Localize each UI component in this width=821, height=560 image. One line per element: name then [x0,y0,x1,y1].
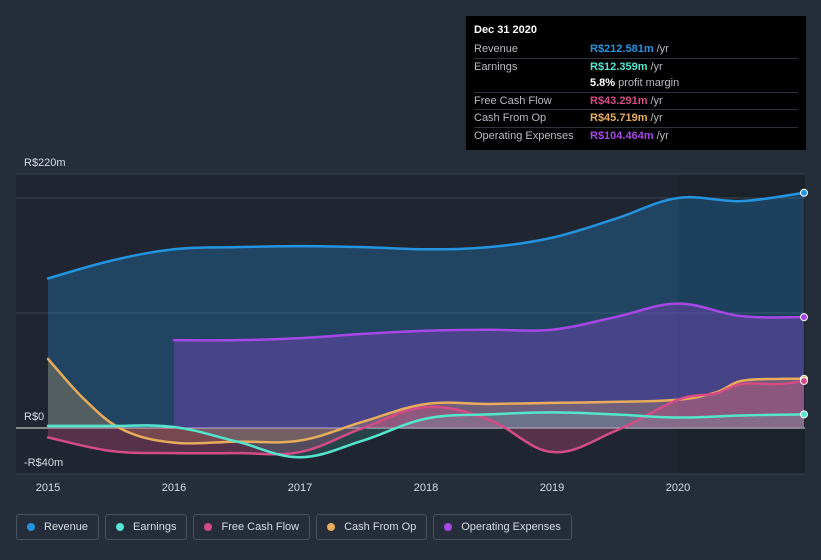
endpoint-revenue [800,188,808,197]
legend-dot-icon [116,523,125,531]
chart-areas [16,173,805,475]
tooltip-row: Free Cash Flow R$43.291m/yr [474,91,798,110]
tooltip-value: R$212.581m [590,43,654,56]
area-earnings [48,412,804,458]
line-operating-expenses [172,302,806,342]
financial-chart: R$220m R$0 -R$40m 2015 2016 2017 2018 2019 2020 [16,157,808,494]
tooltip-row: Earnings R$12.359m/yr [474,57,798,76]
legend-item-operating-expenses[interactable]: Operating Expenses [433,514,572,540]
tooltip-label: Free Cash Flow [474,94,552,107]
endpoint-free-cash-flow [800,376,808,385]
chart-legend: Revenue Earnings Free Cash Flow Cash From O… [16,514,572,540]
highlight-region [678,174,805,474]
x-tick-2016: 2016 [162,482,186,494]
tooltip-value: R$12.359m [590,60,648,73]
line-cash-from-op [46,357,806,445]
tooltip-unit: /yr [650,94,663,107]
y-label-bottom: -R$40m [24,457,63,469]
tooltip-unit: /yr [656,43,669,56]
area-operating-expenses [174,303,804,428]
y-label-zero: R$0 [24,411,44,423]
chart-axis-labels: R$220m R$0 -R$40m 2015 2016 2017 2018 2019 2020 [24,157,690,494]
line-free-cash-flow [46,379,806,456]
tooltip-unit: profit margin [618,77,680,90]
legend-dot-icon [327,523,336,531]
legend-dot-icon [204,523,213,531]
tooltip-unit: /yr [656,129,669,142]
tooltip-unit: /yr [650,112,663,125]
endpoint-operating-expenses [800,313,808,322]
tooltip-value: 5.8% [590,77,616,90]
tooltip-row: Cash From Op R$45.719m/yr [474,109,798,127]
tooltip-label: Revenue [474,43,519,56]
tooltip-date: Dec 31 2020 [474,24,537,36]
legend-label: Cash From Op [344,521,417,533]
legend-item-free-cash-flow[interactable]: Free Cash Flow [193,514,311,540]
legend-item-revenue[interactable]: Revenue [16,514,100,540]
tooltip-value: R$45.719m [590,112,648,125]
y-label-top: R$220m [24,157,66,169]
area-cash-from-op [48,359,804,444]
legend-label: Revenue [44,521,89,533]
legend-item-cash-from-op[interactable]: Cash From Op [316,514,428,540]
tooltip-unit: /yr [650,60,663,73]
x-tick-2018: 2018 [414,482,438,494]
legend-dot-icon [27,523,35,531]
legend-label: Operating Expenses [461,521,561,533]
x-tick-2015: 2015 [36,482,60,494]
tooltip-value: R$43.291m [590,94,648,107]
tooltip-label: Cash From Op [474,112,547,125]
tooltip-label: Operating Expenses [474,129,574,142]
x-tick-2017: 2017 [288,482,312,494]
tooltip-value: R$104.464m [590,129,654,142]
legend-dot-icon [444,523,453,531]
x-tick-2020: 2020 [666,482,690,494]
area-revenue [48,192,804,428]
tooltip-label: Earnings [474,60,518,73]
chart-lines [46,188,808,459]
x-tick-2019: 2019 [540,482,564,494]
endpoint-earnings [800,410,808,419]
legend-item-earnings[interactable]: Earnings [105,514,188,540]
line-earnings [46,411,806,459]
tooltip-row: 5.8% profit margin [474,75,798,92]
tooltip-row: Revenue R$212.581m/yr [474,41,798,58]
tooltip-row: Operating Expenses R$104.464m/yr [474,126,798,145]
data-tooltip: Dec 31 2020 Revenue R$212.581m/yr Earnings… [466,16,806,150]
line-revenue [46,191,806,280]
legend-label: Free Cash Flow [221,521,300,533]
legend-label: Earnings [133,521,177,533]
